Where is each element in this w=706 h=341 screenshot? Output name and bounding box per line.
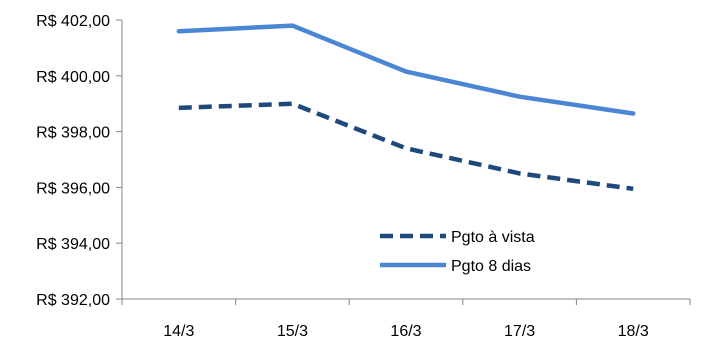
- x-tick-label: 15/3: [277, 323, 308, 340]
- x-axis-ticks: 14/3 15/3 16/3 17/3 18/3: [121, 299, 691, 340]
- y-tick-label: R$ 402,00: [36, 13, 110, 30]
- y-axis-ticks: R$ 392,00 R$ 394,00 R$ 396,00 R$ 398,00 R$ 4…: [36, 13, 122, 309]
- legend: Pgto à vista Pgto 8 dias: [380, 229, 535, 275]
- chart-axes: [121, 20, 690, 300]
- legend-label-1: Pgto à vista: [451, 229, 535, 246]
- legend-label-2: Pgto 8 dias: [451, 258, 531, 275]
- x-tick-label: 14/3: [163, 323, 194, 340]
- series-line-1: [178, 101, 634, 192]
- y-tick-label: R$ 400,00: [36, 69, 110, 86]
- series-layer: [176, 23, 636, 192]
- x-tick-label: 16/3: [390, 323, 421, 340]
- x-tick-label: 17/3: [504, 323, 535, 340]
- y-tick-label: R$ 394,00: [36, 236, 110, 253]
- y-tick-label: R$ 392,00: [36, 292, 110, 309]
- y-tick-label: R$ 398,00: [36, 125, 110, 142]
- y-tick-label: R$ 396,00: [36, 180, 110, 197]
- x-tick-label: 18/3: [618, 323, 649, 340]
- series-line-2: [176, 23, 636, 116]
